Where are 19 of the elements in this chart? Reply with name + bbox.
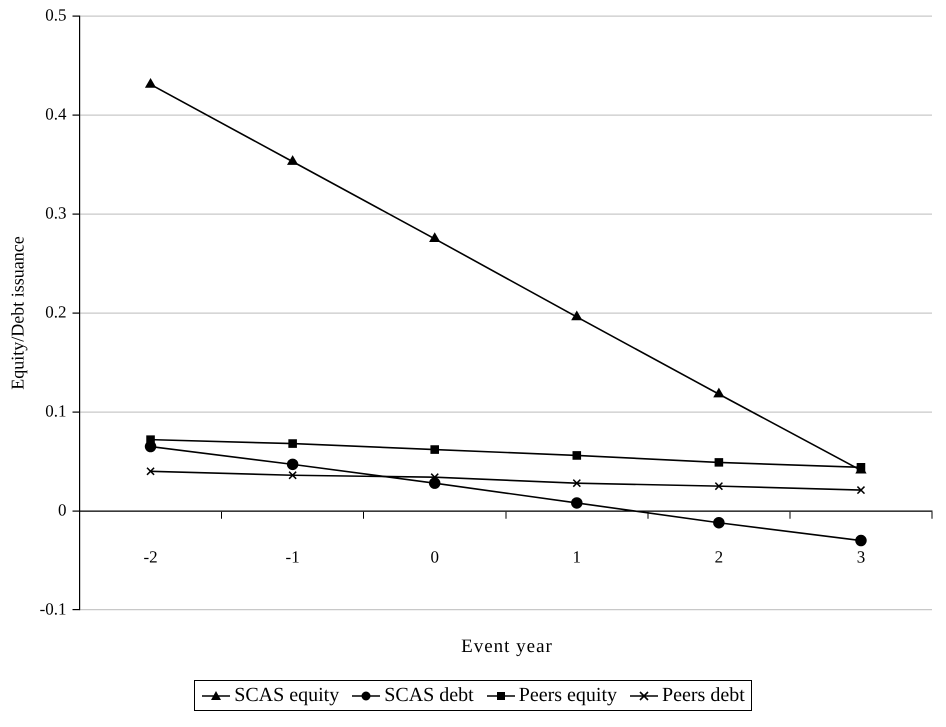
y-tick-label: 0.3 <box>45 204 67 223</box>
legend-label: Peers debt <box>662 684 745 707</box>
x-tick-label: 2 <box>714 548 724 567</box>
y-axis-title: Equity/Debt issuance <box>8 236 28 390</box>
x-tick-label: -2 <box>143 548 158 567</box>
y-tick-label: 0.2 <box>45 302 67 322</box>
legend-label: SCAS equity <box>234 684 340 707</box>
y-tick-label: -0.1 <box>40 599 67 618</box>
x-tick-label: 3 <box>856 548 866 567</box>
x-axis-title: Event year <box>460 636 554 658</box>
x-tick-label: 0 <box>430 548 439 567</box>
x-tick-label: 1 <box>572 548 582 567</box>
legend-label: Peers equity <box>518 684 618 707</box>
y-tick-label: 0.1 <box>45 401 67 420</box>
legend-label: SCAS debt <box>384 684 474 707</box>
x-tick-label: -1 <box>286 548 300 567</box>
y-tick-label: 0.4 <box>45 104 68 124</box>
y-tick-label: 0.5 <box>45 6 67 25</box>
y-tick-label: 0 <box>58 500 67 520</box>
